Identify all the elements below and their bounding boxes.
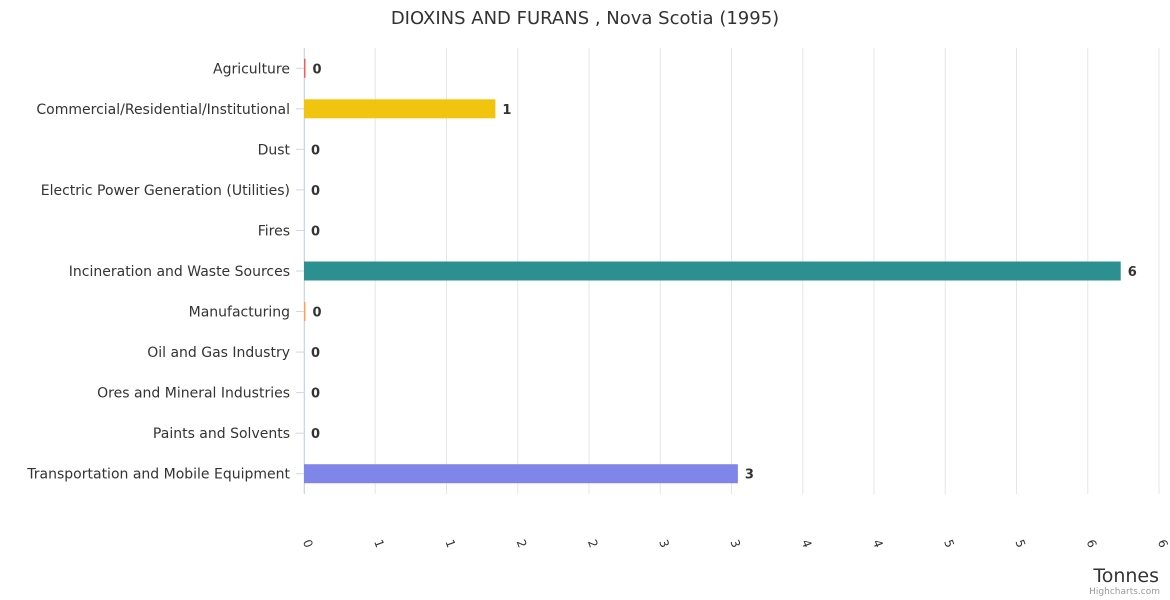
category-label: Dust xyxy=(258,142,291,158)
bar[interactable] xyxy=(304,464,738,484)
chart-title: DIOXINS AND FURANS , Nova Scotia (1995) xyxy=(391,8,779,29)
axes xyxy=(296,48,305,494)
category-label: Incineration and Waste Sources xyxy=(69,264,290,280)
x-tick-label: 3 xyxy=(727,538,743,550)
bar[interactable] xyxy=(304,58,306,78)
data-label: 0 xyxy=(311,387,320,402)
category-label: Ores and Mineral Industries xyxy=(97,386,290,402)
data-label: 6 xyxy=(1128,265,1137,280)
credits[interactable]: Highcharts.com xyxy=(1089,587,1160,597)
labels: 0 1 1 2 2 3 3 4 4 5 5 6 6 Agriculture 0 Commercial/Resi… xyxy=(26,61,1170,549)
x-tick-label: 2 xyxy=(514,538,530,550)
category-label: Transportation and Mobile Equipment xyxy=(26,467,290,483)
category-label: Agriculture xyxy=(213,61,290,77)
data-label: 0 xyxy=(311,224,320,239)
x-tick-label: 4 xyxy=(870,538,886,550)
data-label: 0 xyxy=(313,62,322,77)
data-label: 3 xyxy=(745,468,754,483)
x-tick-label: 6 xyxy=(1084,538,1100,550)
data-label: 0 xyxy=(311,427,320,442)
category-label: Oil and Gas Industry xyxy=(147,345,290,361)
category-label: Fires xyxy=(258,223,290,239)
data-label: 0 xyxy=(311,184,320,199)
data-label: 1 xyxy=(502,103,511,118)
data-label: 0 xyxy=(311,346,320,361)
x-axis-title: Tonnes xyxy=(1092,565,1159,587)
x-tick-label: 3 xyxy=(656,538,672,550)
category-label: Electric Power Generation (Utilities) xyxy=(41,183,290,199)
x-tick-label: 2 xyxy=(585,538,601,550)
category-label: Commercial/Residential/Institutional xyxy=(36,102,290,118)
data-label: 0 xyxy=(311,143,320,158)
bar[interactable] xyxy=(304,261,1121,281)
x-tick-label: 6 xyxy=(1155,538,1170,550)
category-label: Paints and Solvents xyxy=(153,426,290,442)
x-tick-label: 1 xyxy=(371,538,387,550)
bars xyxy=(304,58,1121,484)
x-tick-label: 5 xyxy=(1012,538,1028,550)
category-label: Manufacturing xyxy=(189,305,290,321)
data-label: 0 xyxy=(313,306,322,321)
bar[interactable] xyxy=(304,99,496,119)
x-tick-label: 0 xyxy=(300,538,316,550)
x-tick-label: 4 xyxy=(799,538,815,550)
x-tick-label: 1 xyxy=(442,538,458,550)
bar[interactable] xyxy=(304,302,306,322)
x-tick-label: 5 xyxy=(941,538,957,550)
